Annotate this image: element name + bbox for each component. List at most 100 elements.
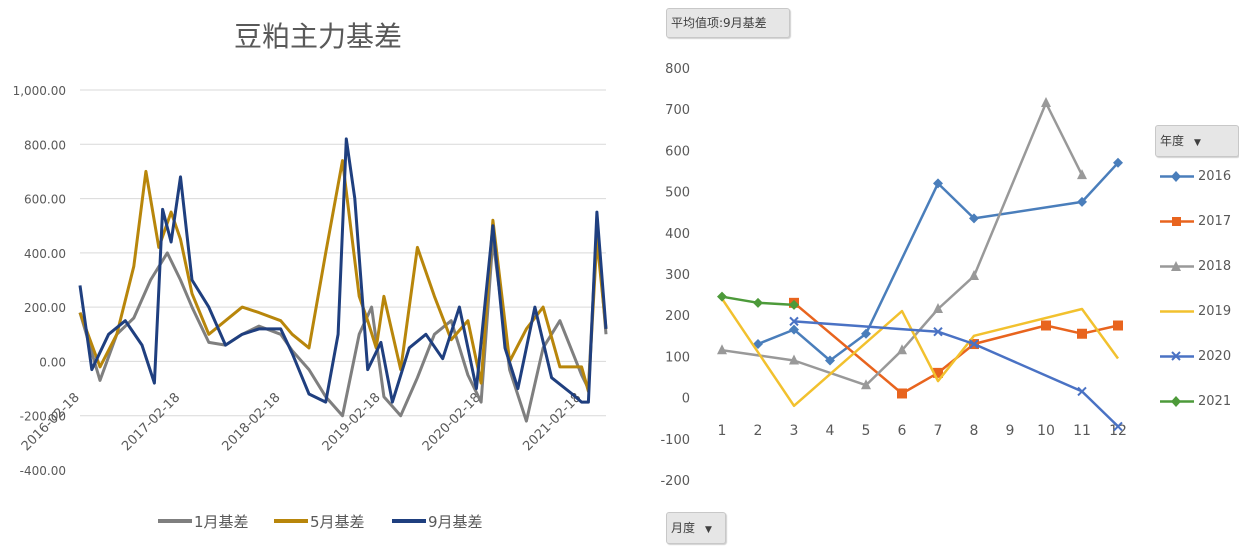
y-tick-label: 800: [665, 62, 690, 77]
y-tick-label: 700: [665, 103, 690, 118]
chart-title: 豆粕主力基差: [234, 20, 402, 53]
legend-item[interactable]: 2020: [1160, 348, 1231, 372]
x-axis-tick-labels: 1 2 3 4 5 6 7 8 9 10 11 12: [718, 423, 1127, 439]
legend-swatch: [1160, 396, 1194, 407]
y-tick-label: 600: [665, 144, 690, 159]
x-tick-label: 9: [1006, 423, 1015, 439]
y-tick-label: 300: [665, 268, 690, 283]
year-filter-button[interactable]: 年度 ▼: [1155, 125, 1239, 157]
legend-swatch: [1160, 171, 1194, 182]
legend-label: 9月基差: [428, 513, 483, 531]
legend-item[interactable]: 2019: [1160, 303, 1231, 327]
data-point-marker: [1113, 157, 1123, 168]
data-point-marker: [1041, 320, 1051, 331]
x-tick-label: 11: [1073, 423, 1091, 439]
x-tick-label: 8: [970, 423, 979, 439]
legend-label: 2019: [1198, 304, 1232, 319]
data-point-marker: [933, 303, 943, 314]
series-line-5月基差: [78, 159, 608, 393]
data-point-marker: [861, 379, 871, 390]
x-tick-label: 2020-02-18: [420, 390, 484, 454]
year-filter-label: 年度: [1160, 134, 1185, 148]
y-tick-label: -100: [660, 433, 690, 448]
y-tick-label: 0: [682, 392, 690, 407]
data-point-marker: [1113, 421, 1123, 432]
y-tick-label: -200.00: [20, 410, 66, 424]
y-tick-label: -400.00: [20, 464, 66, 478]
legend-swatch: [1160, 217, 1194, 226]
data-point-marker: [789, 324, 799, 335]
y-tick-label: 400: [665, 227, 690, 242]
legend-item[interactable]: 2016: [1160, 168, 1231, 192]
legend-item[interactable]: 2017: [1160, 213, 1231, 237]
value-field-label: 平均值项:9月基差: [671, 16, 767, 30]
x-tick-label: 6: [898, 423, 907, 439]
data-point-marker: [933, 178, 943, 189]
series-line-2018: [721, 101, 1084, 387]
x-axis-tick-labels: 2016-02-18 2017-02-18 2018-02-18 2019-02-18…: [19, 390, 585, 454]
x-tick-label: 2017-02-18: [119, 390, 183, 454]
legend-item[interactable]: 2018: [1160, 258, 1231, 282]
month-filter-button[interactable]: 月度 ▼: [666, 512, 726, 544]
data-point-marker: [717, 344, 727, 355]
legend: 1月基差 5月基差 9月基差: [158, 513, 483, 531]
data-point-marker: [717, 291, 727, 302]
x-tick-label: 2: [754, 423, 763, 439]
data-point-marker: [1077, 169, 1087, 180]
series-lines: [717, 97, 1123, 432]
x-tick-label: 5: [862, 423, 871, 439]
legend-swatch: [1160, 351, 1194, 361]
y-axis-tick-labels: 1,000.00 800.00 600.00 400.00 200.00 0.00 -200…: [13, 84, 66, 478]
basis-line-chart: 豆粕主力基差 1,000.00 800.00 600.00 400.00 200.00 0…: [13, 20, 608, 531]
y-tick-label: 0.00: [39, 355, 66, 369]
x-tick-label: 1: [718, 423, 727, 439]
legend-label: 2021: [1198, 394, 1232, 409]
data-point-marker: [1077, 328, 1087, 339]
data-point-marker: [861, 328, 871, 339]
data-point-marker: [789, 354, 799, 365]
y-axis-tick-labels: 800 700 600 500 400 300 200 100 0 -100 -200: [660, 62, 690, 489]
data-point-marker: [897, 388, 907, 399]
x-tick-label: 2018-02-18: [219, 390, 283, 454]
data-point-marker: [1041, 97, 1051, 108]
legend-item[interactable]: 2021: [1160, 393, 1231, 417]
legend-swatch: [1160, 310, 1194, 313]
data-point-marker: [969, 213, 979, 224]
legend-label: 2020: [1198, 349, 1232, 364]
data-point-marker: [789, 316, 799, 327]
series-line-9月基差: [78, 137, 608, 404]
month-filter-label: 月度: [671, 521, 696, 535]
data-point-marker: [789, 299, 799, 310]
data-point-marker: [933, 367, 943, 378]
y-tick-label: 600.00: [24, 193, 66, 207]
data-point-marker: [1113, 320, 1123, 331]
value-field-button[interactable]: 平均值项:9月基差: [666, 8, 790, 38]
y-tick-label: 200: [665, 309, 690, 324]
legend-label: 1月基差: [194, 513, 249, 531]
y-tick-label: 100: [665, 350, 690, 365]
series-line-2017: [793, 301, 1119, 395]
legend-label: 5月基差: [310, 513, 365, 531]
data-point-marker: [1077, 386, 1087, 397]
data-point-marker: [753, 297, 763, 308]
x-tick-label: 12: [1109, 423, 1127, 439]
series-lines: [78, 137, 608, 423]
series-line-1月基差: [78, 224, 608, 423]
data-point-marker: [969, 270, 979, 281]
y-tick-label: 200.00: [24, 301, 66, 315]
data-point-marker: [825, 355, 835, 366]
legend-label: 2017: [1198, 214, 1232, 229]
dropdown-caret-icon[interactable]: ▼: [1194, 138, 1201, 148]
x-tick-label: 4: [826, 423, 835, 439]
data-point-marker: [933, 326, 943, 337]
dropdown-caret-icon[interactable]: ▼: [705, 525, 712, 535]
legend-label: 2016: [1198, 169, 1232, 184]
x-tick-label: 10: [1037, 423, 1055, 439]
legend-swatch: [1160, 261, 1194, 271]
series-line-2020: [793, 320, 1119, 428]
y-tick-label: 400.00: [24, 247, 66, 261]
data-point-marker: [969, 339, 979, 349]
data-point-marker: [897, 344, 907, 355]
y-tick-label: -200: [660, 474, 690, 489]
